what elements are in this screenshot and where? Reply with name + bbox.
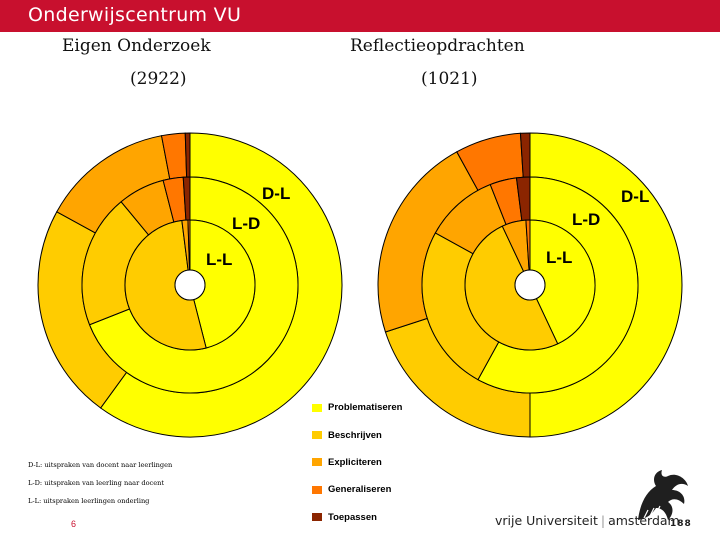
legend-item-generaliseren: Generaliseren bbox=[312, 476, 402, 503]
chart-1-title: Eigen Onderzoek bbox=[62, 36, 211, 56]
note-d-l: D-L: uitspraken van docent naar leerling… bbox=[28, 461, 173, 469]
university-city: amsterdam bbox=[608, 513, 680, 528]
ring-label-l-l: L-L bbox=[206, 250, 232, 269]
chart-1-subtitle: (2922) bbox=[130, 69, 187, 89]
griffin-logo-icon: 1880 bbox=[638, 470, 692, 528]
chart-legend: Problematiseren Beschrijven Expliciteren Ge… bbox=[312, 394, 402, 531]
donut-center-hole bbox=[514, 269, 546, 301]
legend-label: Expliciteren bbox=[328, 456, 382, 468]
chart-2-subtitle: (1021) bbox=[421, 69, 478, 89]
legend-swatch bbox=[312, 513, 322, 522]
header-bar: Onderwijscentrum VU bbox=[0, 0, 720, 32]
legend-swatch bbox=[312, 485, 322, 494]
legend-item-problematiseren: Problematiseren bbox=[312, 394, 402, 421]
logo-separator: | bbox=[600, 513, 606, 528]
note-l-d: L-D: uitspraken van leerling naar docent bbox=[28, 479, 165, 487]
note-l-l: L-L: uitspraken leerlingen onderling bbox=[28, 497, 150, 505]
legend-swatch bbox=[312, 458, 322, 467]
page-number: 6 bbox=[71, 519, 77, 529]
chart-2-title: Reflectieopdrachten bbox=[350, 36, 525, 56]
ring-label-l-d: L-D bbox=[572, 210, 600, 229]
university-logo-text: vrije Universiteit | amsterdam bbox=[495, 513, 680, 528]
legend-label: Generaliseren bbox=[328, 484, 392, 496]
ring-label-d-l: D-L bbox=[262, 184, 290, 203]
legend-label: Beschrijven bbox=[328, 429, 382, 441]
header-title: Onderwijscentrum VU bbox=[28, 4, 242, 26]
legend-swatch bbox=[312, 403, 322, 412]
legend-item-expliciteren: Expliciteren bbox=[312, 449, 402, 476]
legend-label: Problematiseren bbox=[328, 402, 403, 414]
legend-label: Toepassen bbox=[328, 511, 377, 523]
university-name: vrije Universiteit bbox=[495, 513, 598, 528]
donut-center-hole bbox=[174, 269, 206, 301]
svg-text:1880: 1880 bbox=[670, 519, 692, 528]
legend-item-beschrijven: Beschrijven bbox=[312, 421, 402, 448]
ring-label-l-d: L-D bbox=[232, 214, 260, 233]
legend-item-toepassen: Toepassen bbox=[312, 504, 402, 531]
ring-label-d-l: D-L bbox=[621, 187, 649, 206]
legend-swatch bbox=[312, 431, 322, 440]
ring-label-l-l: L-L bbox=[546, 248, 572, 267]
